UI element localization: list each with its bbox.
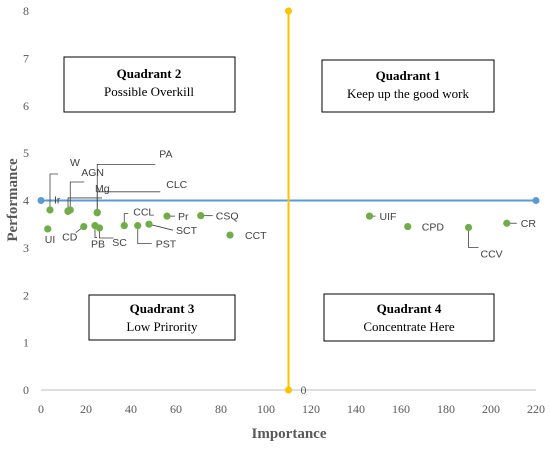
data-point-w <box>46 206 54 214</box>
x-tick-label: 200 <box>482 402 500 416</box>
quadrant-2-box: Quadrant 2 Possible Overkill <box>63 56 236 113</box>
point-label-agn: AGN <box>81 167 104 179</box>
point-label-pr: Pr <box>178 211 189 223</box>
point-label-cct: CCT <box>245 230 267 242</box>
data-point-ccl <box>120 222 128 230</box>
x-tick-label: 180 <box>437 402 455 416</box>
x-tick-label: 40 <box>125 402 137 416</box>
x-axis-title: Importance <box>252 426 327 442</box>
data-point-clc <box>93 209 101 217</box>
data-point-csq <box>197 212 205 220</box>
point-label-ccv: CCV <box>481 249 503 261</box>
reference-lines: 0 <box>37 7 540 397</box>
point-label-csq: CSQ <box>216 211 239 223</box>
x-tick-label: 80 <box>215 402 227 416</box>
quadrant-1-box: Quadrant 1 Keep up the good work <box>321 59 495 113</box>
leader-line-pst <box>137 225 152 245</box>
data-point-ui <box>44 225 52 233</box>
data-point-cpd <box>404 222 412 231</box>
point-label-pa: PA <box>159 148 172 160</box>
data-point-sct <box>145 220 153 228</box>
x-tick-label: 100 <box>257 402 275 416</box>
quadrant-3-box: Quadrant 3 Low Prirority <box>88 294 236 341</box>
y-tick-label: 2 <box>23 288 29 302</box>
x-tick-label: 140 <box>347 402 365 416</box>
y-tick-label: 0 <box>23 383 29 397</box>
quadrant-1-title: Quadrant 1 <box>376 68 441 83</box>
data-point-pr <box>163 212 171 220</box>
y-tick-label: 8 <box>23 4 29 18</box>
x-tick-label: 60 <box>170 402 182 416</box>
point-label-sct: SCT <box>176 225 198 237</box>
leader-line-sct <box>148 223 174 231</box>
point-label-sc: SC <box>112 237 127 249</box>
x-tick-label: 20 <box>80 402 92 416</box>
y-axis-title: Performance <box>5 158 21 242</box>
point-label-cpd: CPD <box>422 222 445 234</box>
data-points <box>44 206 511 239</box>
data-point-ir <box>64 207 72 215</box>
y-tick-label: 5 <box>23 146 29 160</box>
leader-line-ccl <box>123 213 129 226</box>
quadrant-4-box: Quadrant 4 Concentrate Here <box>323 293 495 342</box>
y-tick-label: 6 <box>23 99 29 113</box>
data-point-uif <box>365 212 374 220</box>
quadrant-1-subtitle: Keep up the good work <box>347 86 470 101</box>
threshold-line-horizontal-start-marker <box>37 197 45 204</box>
y-tick-labels: 0 1 2 3 4 5 6 7 8 <box>23 4 29 397</box>
point-label-w: W <box>70 157 80 169</box>
point-label-ccl: CCL <box>133 207 154 219</box>
x-tick-label: 0 <box>38 402 44 416</box>
data-point-pst <box>134 222 142 230</box>
data-point-cr <box>503 219 511 227</box>
threshold-line-vertical-bottom-marker <box>285 386 292 394</box>
threshold-line-vertical-top-marker <box>285 7 292 15</box>
x-tick-labels: 0 20 40 60 80 100 120 140 160 180 200 220 <box>38 402 545 416</box>
data-point-cct <box>226 231 234 239</box>
label-leader-lines <box>49 163 517 248</box>
x-tick-label: 120 <box>302 402 320 416</box>
y-tick-label: 1 <box>23 336 29 350</box>
threshold-line-vertical-label: 0 <box>301 383 307 397</box>
quadrant-4-subtitle: Concentrate Here <box>363 319 455 334</box>
y-tick-label: 4 <box>23 194 29 208</box>
data-point-cd <box>80 222 88 231</box>
point-label-mg: Mg <box>95 183 110 195</box>
data-point-sc <box>95 224 104 232</box>
leader-line-clc <box>96 191 161 213</box>
point-label-cd: CD <box>62 232 78 244</box>
y-tick-label: 3 <box>23 241 29 255</box>
y-tick-label: 7 <box>23 51 29 65</box>
leader-line-pb <box>94 225 97 239</box>
leader-line-mg <box>67 197 102 211</box>
x-tick-label: 220 <box>527 402 545 416</box>
quadrant-2-subtitle: Possible Overkill <box>104 84 194 99</box>
quadrant-4-title: Quadrant 4 <box>377 301 442 316</box>
data-point-ccv <box>464 223 473 232</box>
point-label-cr: CR <box>521 218 537 230</box>
x-tick-label: 160 <box>392 402 410 416</box>
point-label-pst: PST <box>156 239 177 251</box>
point-label-uif: UIF <box>380 211 397 223</box>
quadrant-2-title: Quadrant 2 <box>117 66 182 81</box>
leader-line-w <box>49 173 58 210</box>
threshold-line-horizontal-end-marker <box>532 197 540 204</box>
point-label-ir: Ir <box>54 194 61 206</box>
quadrant-3-subtitle: Low Prirority <box>126 319 198 334</box>
point-label-ui: UI <box>45 234 56 246</box>
point-label-pb: PB <box>91 239 105 251</box>
point-label-clc: CLC <box>166 179 187 191</box>
leader-line-agn <box>69 181 85 210</box>
leader-line-ccv <box>468 227 479 248</box>
quadrant-3-title: Quadrant 3 <box>130 301 195 316</box>
